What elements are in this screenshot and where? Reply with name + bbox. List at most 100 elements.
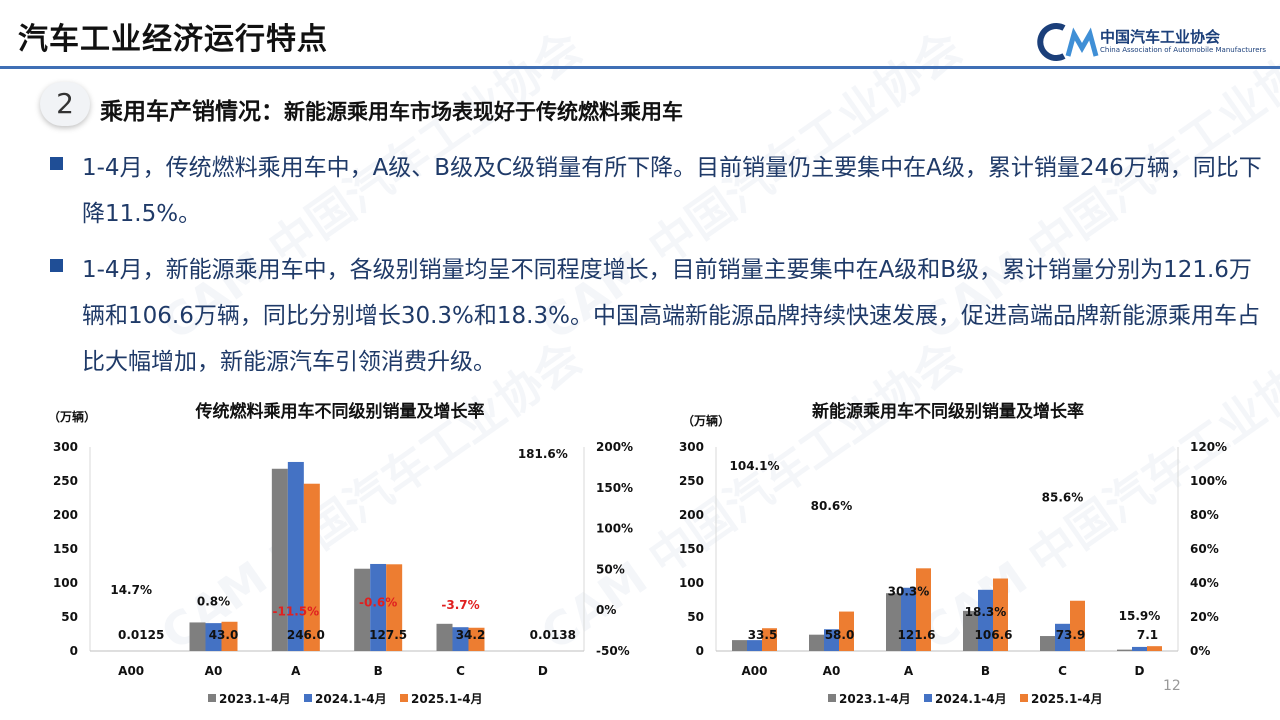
y2-tick-label: 80% — [1190, 508, 1219, 522]
bar — [762, 628, 777, 651]
data-label: 43.0 — [209, 628, 239, 642]
data-label: 106.6 — [975, 628, 1013, 642]
legend-label: 2023.1-4月 — [219, 692, 291, 706]
y2-tick-label: 40% — [1190, 576, 1219, 590]
x-tick-label: A00 — [118, 664, 144, 678]
x-tick-label: B — [981, 664, 990, 678]
org-name: 中国汽车工业协会 — [1100, 28, 1221, 46]
y-tick-label: 0 — [696, 644, 704, 658]
y2-tick-label: 0% — [1190, 644, 1210, 658]
growth-label: -0.6% — [359, 596, 397, 610]
bar — [1070, 600, 1085, 651]
bar — [386, 564, 403, 651]
growth-label: 15.9% — [1119, 609, 1161, 623]
growth-label: 30.3% — [888, 584, 930, 598]
data-label: 246.0 — [287, 628, 325, 642]
bar — [189, 622, 206, 651]
section-number-badge: 2 — [40, 82, 90, 126]
growth-label: 0.8% — [197, 595, 230, 609]
bar — [886, 593, 901, 651]
header-divider — [0, 66, 1280, 69]
legend-swatch — [924, 694, 932, 702]
data-label: 34.2 — [456, 628, 486, 642]
bar — [978, 589, 993, 651]
bar — [354, 568, 371, 651]
y2-tick-label: 60% — [1190, 542, 1219, 556]
data-label: 73.9 — [1056, 628, 1086, 642]
y-tick-label: 50 — [61, 610, 78, 624]
growth-label: 18.3% — [965, 605, 1007, 619]
y-tick-label: 300 — [53, 440, 78, 454]
x-tick-label: A0 — [823, 664, 841, 678]
bar — [1132, 646, 1147, 651]
x-tick-label: D — [1135, 664, 1145, 678]
y-tick-label: 0 — [70, 644, 78, 658]
page-title: 汽车工业经济运行特点 — [18, 22, 328, 57]
growth-label: 14.7% — [110, 583, 152, 597]
data-label: 0.0125 — [118, 628, 164, 642]
y-tick-label: 100 — [53, 576, 78, 590]
x-tick-label: C — [1058, 664, 1067, 678]
bar — [1055, 623, 1070, 651]
bar — [436, 623, 453, 651]
x-tick-label: A — [904, 664, 914, 678]
bar — [732, 640, 747, 651]
y2-tick-label: 50% — [596, 562, 625, 576]
y-axis-label: （万辆） — [682, 413, 730, 428]
y2-tick-label: 0% — [596, 603, 616, 617]
growth-label: 80.6% — [811, 499, 853, 513]
legend-swatch — [208, 694, 216, 702]
bar — [468, 627, 485, 651]
nev-car-chart: 新能源乘用车不同级别销量及增长率 （万辆） 0 50 100 150 200 250 300 0%… — [679, 401, 1227, 706]
square-bullet-icon — [50, 259, 63, 272]
data-label: 0.0138 — [530, 628, 576, 642]
square-bullet-icon — [50, 157, 63, 170]
bar — [839, 611, 854, 651]
section-subtitle: 新能源乘用车市场表现好于传统燃料乘用车 — [284, 100, 683, 124]
bar — [1117, 649, 1132, 651]
y2-tick-label: 150% — [596, 481, 633, 495]
bar — [452, 627, 469, 651]
data-label: 7.1 — [1137, 628, 1158, 642]
bar — [1040, 636, 1055, 651]
x-tick-label: A — [291, 664, 301, 678]
section-title: 乘用车产销情况：新能源乘用车市场表现好于传统燃料乘用车 — [100, 92, 683, 126]
legend-label: 2025.1-4月 — [411, 692, 483, 706]
bar — [221, 621, 238, 651]
bar — [963, 610, 978, 651]
bar — [1147, 646, 1162, 651]
growth-label: 85.6% — [1042, 490, 1084, 504]
y2-tick-label: 100% — [1190, 474, 1227, 488]
x-tick-label: D — [538, 664, 548, 678]
growth-label: -11.5% — [273, 605, 320, 619]
bar — [370, 563, 387, 651]
data-label: 58.0 — [825, 628, 855, 642]
y-tick-label: 150 — [53, 542, 78, 556]
y2-tick-label: 20% — [1190, 610, 1219, 624]
legend-swatch — [400, 694, 408, 702]
caam-logo-icon — [1037, 23, 1099, 61]
growth-label: 104.1% — [730, 459, 780, 473]
bar — [303, 483, 320, 651]
legend-swatch — [828, 694, 836, 702]
y-tick-label: 200 — [679, 508, 704, 522]
page-number: 12 — [1163, 678, 1181, 694]
x-tick-label: A00 — [742, 664, 768, 678]
y2-tick-label: 100% — [596, 522, 633, 536]
data-label: 33.5 — [748, 628, 778, 642]
chart-title: 传统燃料乘用车不同级别销量及增长率 — [195, 401, 485, 422]
legend-label: 2024.1-4月 — [935, 692, 1007, 706]
growth-label: -3.7% — [441, 598, 479, 612]
y-tick-label: 300 — [679, 440, 704, 454]
x-tick-label: A0 — [205, 664, 223, 678]
bar — [271, 468, 288, 651]
legend-swatch — [304, 694, 312, 702]
y-tick-label: 200 — [53, 508, 78, 522]
bar — [809, 634, 824, 651]
bullet-text: 1-4月，新能源乘用车中，各级别销量均呈不同程度增长，目前销量主要集中在A级和B… — [82, 257, 1260, 375]
y2-tick-label: 120% — [1190, 440, 1227, 454]
data-label: 121.6 — [898, 628, 936, 642]
x-tick-label: B — [374, 664, 383, 678]
bullet-text: 1-4月，传统燃料乘用车中，A级、B级及C级销量有所下降。目前销量仍主要集中在A… — [82, 155, 1262, 227]
legend-label: 2025.1-4月 — [1031, 692, 1103, 706]
